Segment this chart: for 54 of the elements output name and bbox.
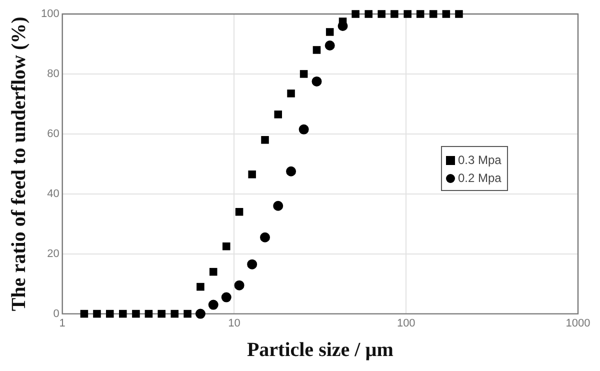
point [429, 10, 438, 18]
point [222, 242, 230, 250]
point [93, 310, 101, 318]
point [274, 110, 282, 118]
point [378, 10, 386, 18]
point [248, 170, 256, 178]
y-tick-label: 0 [53, 308, 60, 320]
point [261, 136, 269, 144]
y-axis-title: The ratio of feed to underflow (%) [8, 16, 30, 312]
y-tick-label: 40 [47, 188, 60, 200]
point [208, 300, 218, 310]
point [364, 10, 372, 18]
point [158, 310, 166, 318]
legend-label: 0.3 Mpa [458, 153, 502, 168]
point [132, 310, 140, 318]
legend-label: 0.2 Mpa [458, 171, 502, 186]
point [326, 28, 334, 36]
point [196, 282, 204, 291]
point [195, 308, 206, 319]
point [390, 10, 398, 18]
x-tick-label: 1000 [566, 317, 590, 330]
point [324, 40, 335, 50]
point [260, 232, 270, 242]
x-axis-title: Particle size / µm [246, 339, 394, 362]
point [352, 10, 360, 18]
point [221, 292, 232, 302]
point [455, 10, 463, 18]
point [106, 310, 114, 318]
point [234, 280, 244, 290]
point [404, 10, 412, 18]
x-tick-label: 100 [396, 317, 416, 330]
point [170, 310, 179, 318]
point [273, 200, 284, 211]
point [298, 124, 309, 134]
y-tick-label: 80 [47, 68, 60, 80]
point [247, 259, 258, 270]
point [287, 90, 295, 98]
point [300, 70, 308, 78]
x-tick-label: 10 [228, 317, 240, 330]
point [144, 310, 153, 318]
point [80, 310, 88, 318]
point [312, 46, 321, 54]
y-tick-label: 60 [47, 128, 60, 140]
point [184, 310, 192, 318]
y-tick-label: 20 [47, 248, 60, 260]
x-tick-label: 1 [59, 317, 66, 330]
point [209, 268, 218, 276]
point [286, 166, 296, 176]
point [312, 76, 322, 86]
point [119, 310, 127, 318]
y-tick-label: 100 [40, 8, 60, 20]
point [416, 10, 424, 18]
point [235, 208, 244, 216]
point [442, 10, 450, 18]
